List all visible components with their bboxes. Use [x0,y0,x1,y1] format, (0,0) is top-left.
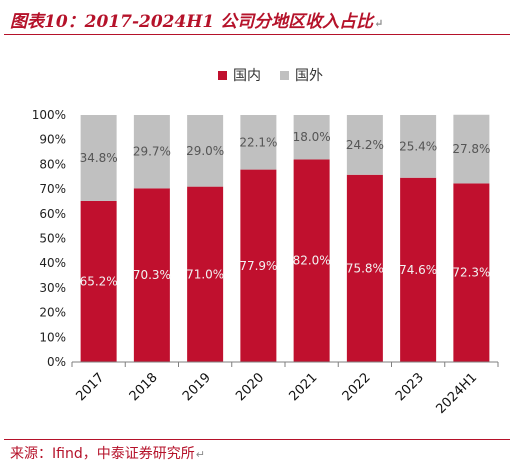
x-tick-label: 2023 [393,370,427,404]
x-tick-label: 2021 [286,370,320,404]
title-divider [4,34,510,35]
data-label: 70.3% [133,268,171,282]
bar-segment-0 [346,174,383,362]
x-tick-label: 2018 [127,370,161,404]
stacked-bar-chart: 国内 国外 0% 10% 20% 30% 40% 50% 60% 70% 80% 90% 100% 65.… [32,68,499,417]
figure-title-text: 图表10：2017-2024H1 公司分地区收入占比 [10,12,374,32]
y-tick-label: 30% [39,281,66,295]
data-label: 74.6% [399,263,437,277]
bar-segment-1 [80,115,117,201]
bar-segment-1 [400,115,437,178]
bar-segment-0 [453,183,490,362]
data-label: 82.0% [293,254,331,268]
y-tick-label: 60% [39,207,66,221]
bar-segment-0 [80,200,117,362]
data-label: 77.9% [239,259,277,273]
y-tick-label: 100% [32,108,66,122]
bar-segment-0 [293,159,330,362]
bar-segment-0 [240,169,277,362]
bar-segment-1 [293,115,330,160]
data-label: 22.1% [239,135,277,149]
x-tick-label: 2020 [233,370,267,404]
data-label: 18.0% [293,130,331,144]
data-label: 72.3% [452,266,490,280]
data-label: 29.7% [133,145,171,159]
paragraph-mark-icon: ↵ [374,17,384,30]
x-tick-label: 2024H1 [433,370,480,417]
data-label: 34.8% [80,151,118,165]
source-note: 来源：Ifind，中泰证券研究所↵ [10,443,205,463]
y-tick-label: 50% [39,232,66,246]
y-tick-label: 20% [39,306,66,320]
y-tick-label: 10% [39,330,66,344]
x-tick-label: 2019 [180,370,214,404]
y-tick-label: 0% [47,355,66,369]
bar-segment-1 [346,115,383,175]
data-label: 29.0% [186,144,224,158]
legend-label-0: 国内 [233,68,261,84]
y-tick-label: 80% [39,157,66,171]
bar-segment-1 [453,114,490,184]
bar-segment-0 [400,177,437,362]
bar-segment-0 [133,188,170,362]
data-label: 25.4% [399,139,437,153]
y-tick-label: 90% [39,133,66,147]
data-label: 24.2% [346,138,384,152]
source-divider [4,439,510,440]
bar-segment-1 [187,115,224,187]
y-tick-label: 70% [39,182,66,196]
bar-segment-1 [240,115,277,170]
legend-swatch-0 [218,71,227,80]
bar-segment-1 [133,115,170,189]
x-tick-label: 2022 [340,370,374,404]
data-label: 75.8% [346,261,384,275]
y-tick-label: 40% [39,256,66,270]
data-label: 71.0% [186,267,224,281]
bar-segment-0 [187,186,224,362]
source-text: 来源：Ifind，中泰证券研究所 [10,446,195,462]
x-tick-label: 2017 [73,370,107,404]
data-label: 27.8% [452,142,490,156]
figure-title: 图表10：2017-2024H1 公司分地区收入占比↵ [10,7,383,32]
legend-swatch-1 [280,71,289,80]
paragraph-mark-icon: ↵ [195,448,205,461]
legend-label-1: 国外 [295,68,323,84]
data-label: 65.2% [80,274,118,288]
figure-header: 图表10：2017-2024H1 公司分地区收入占比↵ [0,0,514,34]
